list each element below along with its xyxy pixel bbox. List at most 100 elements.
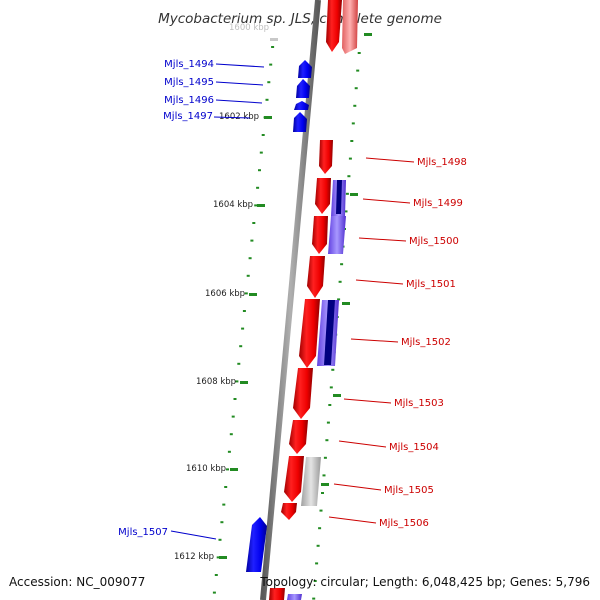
gene-mjls-1494[interactable] bbox=[298, 60, 312, 78]
gene-mjls-1498[interactable] bbox=[319, 140, 333, 174]
minor-tick bbox=[357, 52, 361, 54]
scale-tick bbox=[219, 556, 227, 559]
minor-tick bbox=[353, 104, 357, 107]
minor-tick bbox=[259, 151, 263, 154]
minor-tick bbox=[319, 509, 323, 512]
gene-mjls-1496[interactable] bbox=[294, 101, 309, 110]
scale-tick bbox=[333, 394, 341, 397]
gene-label-mjls-1501[interactable]: Mjls_1501 bbox=[406, 279, 456, 290]
gene-mjls-1501[interactable] bbox=[307, 256, 325, 298]
minor-tick bbox=[250, 239, 254, 242]
minor-tick bbox=[220, 521, 224, 524]
gene-mjls-1502-navy[interactable] bbox=[324, 300, 335, 365]
genome-backbone bbox=[260, 0, 321, 600]
minor-tick bbox=[254, 204, 258, 207]
gene-mjls-1500[interactable] bbox=[312, 216, 328, 254]
scale-label-1602: 1602 kbp bbox=[219, 112, 259, 122]
leader-line bbox=[215, 81, 264, 86]
minor-tick bbox=[337, 298, 341, 301]
minor-tick bbox=[224, 486, 228, 488]
gene-mjls-1506[interactable] bbox=[281, 503, 297, 520]
leader-line bbox=[362, 198, 411, 204]
scale-tick bbox=[321, 483, 329, 486]
gene-forward-top-pale[interactable] bbox=[342, 0, 358, 54]
minor-tick bbox=[321, 492, 324, 494]
minor-tick bbox=[313, 580, 317, 582]
minor-tick bbox=[265, 98, 269, 101]
minor-tick bbox=[252, 222, 256, 224]
scale-tick bbox=[342, 302, 350, 305]
minor-tick bbox=[267, 81, 271, 84]
minor-tick bbox=[231, 415, 235, 418]
forward-strand-genes bbox=[269, 0, 358, 600]
minor-tick bbox=[239, 345, 243, 348]
scale-label-1608: 1608 kbp bbox=[196, 377, 236, 387]
leader-line bbox=[365, 157, 415, 163]
gene-label-mjls-1502[interactable]: Mjls_1502 bbox=[401, 337, 451, 348]
gene-mjls-1500-pale[interactable] bbox=[328, 216, 346, 254]
gene-mjls-1495[interactable] bbox=[296, 79, 310, 98]
minor-tick bbox=[229, 433, 233, 436]
scale-label-1604: 1604 kbp bbox=[213, 200, 253, 210]
scale-tick bbox=[350, 193, 358, 196]
gene-mjls-1507[interactable] bbox=[246, 517, 267, 572]
minor-tick bbox=[328, 404, 332, 406]
gene-forward-bottom[interactable] bbox=[269, 588, 285, 600]
gene-mjls-1503[interactable] bbox=[293, 368, 313, 419]
minor-tick bbox=[271, 46, 275, 48]
minor-tick bbox=[244, 292, 248, 295]
gene-label-mjls-1505[interactable]: Mjls_1505 bbox=[384, 485, 434, 496]
gene-mjls-1505-grey[interactable] bbox=[301, 457, 321, 506]
leader-line bbox=[355, 279, 404, 285]
gene-label-mjls-1496[interactable]: Mjls_1496 bbox=[164, 95, 214, 106]
minor-tick bbox=[351, 122, 355, 125]
gene-label-mjls-1503[interactable]: Mjls_1503 bbox=[394, 398, 444, 409]
summary-text: Topology: circular; Length: 6,048,425 bp… bbox=[259, 575, 590, 589]
gene-label-mjls-1504[interactable]: Mjls_1504 bbox=[389, 442, 439, 453]
minor-tick bbox=[261, 134, 265, 136]
gene-mjls-1505[interactable] bbox=[284, 456, 304, 502]
gene-mjls-1499[interactable] bbox=[315, 178, 331, 214]
leader-line bbox=[343, 398, 392, 404]
leader-line bbox=[170, 530, 217, 540]
gene-mjls-1504[interactable] bbox=[289, 420, 308, 454]
gene-label-mjls-1494[interactable]: Mjls_1494 bbox=[164, 59, 214, 70]
minor-tick bbox=[226, 468, 229, 471]
gene-label-mjls-1497[interactable]: Mjls_1497 bbox=[163, 111, 213, 122]
minor-tick bbox=[345, 192, 349, 195]
minor-tick bbox=[212, 591, 216, 594]
gene-forward-top[interactable] bbox=[326, 0, 342, 52]
minor-tick bbox=[258, 169, 261, 172]
minor-tick bbox=[246, 274, 250, 277]
minor-tick bbox=[354, 87, 358, 90]
minor-tick bbox=[312, 597, 316, 600]
minor-tick bbox=[222, 503, 226, 506]
minor-tick bbox=[338, 280, 342, 283]
gene-mjls-1502[interactable] bbox=[299, 299, 320, 368]
gene-label-mjls-1498[interactable]: Mjls_1498 bbox=[417, 157, 467, 168]
accession-text: Accession: NC_009077 bbox=[9, 575, 145, 589]
leader-line bbox=[215, 99, 263, 104]
minor-tick bbox=[329, 386, 333, 389]
minor-tick bbox=[216, 556, 220, 559]
gene-label-mjls-1495[interactable]: Mjls_1495 bbox=[164, 77, 214, 88]
minor-tick bbox=[242, 310, 246, 312]
gene-mjls-1499-navy[interactable] bbox=[336, 180, 342, 214]
gene-mjls-1497[interactable] bbox=[293, 112, 307, 132]
minor-tick bbox=[340, 263, 344, 266]
leader-line bbox=[215, 63, 265, 68]
minor-tick bbox=[344, 210, 348, 213]
leader-line bbox=[328, 516, 377, 524]
gene-reverse-partial[interactable] bbox=[287, 594, 302, 600]
minor-tick bbox=[233, 398, 237, 400]
scale-tick bbox=[240, 381, 248, 384]
scale-tick bbox=[257, 204, 265, 207]
gene-label-mjls-1507[interactable]: Mjls_1507 bbox=[118, 527, 168, 538]
minor-tick bbox=[323, 456, 327, 459]
minor-tick bbox=[348, 157, 352, 160]
gene-label-mjls-1500[interactable]: Mjls_1500 bbox=[409, 236, 459, 247]
gene-label-mjls-1499[interactable]: Mjls_1499 bbox=[413, 198, 463, 209]
gene-label-mjls-1506[interactable]: Mjls_1506 bbox=[379, 518, 429, 529]
minor-tick bbox=[235, 380, 239, 383]
minor-tick bbox=[350, 140, 354, 142]
